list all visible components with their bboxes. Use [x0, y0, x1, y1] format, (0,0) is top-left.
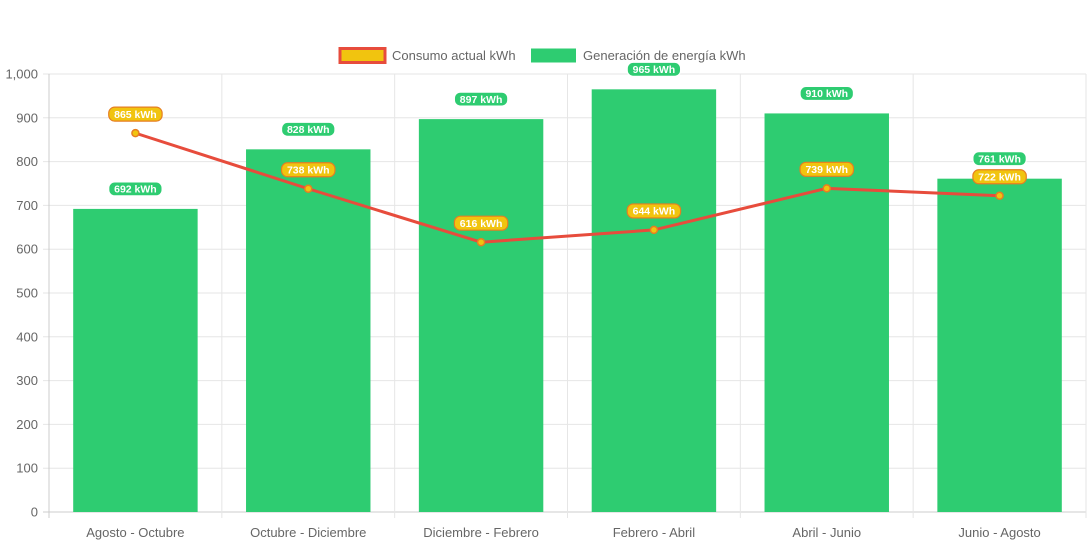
bar[interactable] [246, 149, 371, 512]
line-series [131, 128, 1004, 247]
bar[interactable] [73, 208, 198, 513]
y-tick-label: 300 [16, 373, 38, 388]
y-tick-label: 400 [16, 329, 38, 344]
x-tick-label: Octubre - Diciembre [250, 525, 366, 540]
bar[interactable] [591, 89, 717, 512]
line-value-label: 739 kWh [799, 161, 855, 177]
line-point[interactable] [995, 191, 1004, 201]
y-tick-label: 1,000 [5, 67, 38, 82]
line-value-label-bg [280, 162, 336, 178]
legend-label-generacion: Generación de energía kWh [583, 48, 746, 63]
bar-value-label-text: 828 kWh [287, 124, 330, 136]
bar[interactable] [764, 113, 889, 513]
y-tick-label: 900 [16, 110, 38, 125]
grid [43, 73, 1087, 518]
line-value-label-bg [108, 106, 163, 122]
bar-value-label-text: 761 kWh [978, 153, 1021, 165]
line-value-label: 738 kWh [280, 162, 336, 178]
x-tick-label: Junio - Agosto [958, 525, 1040, 540]
line-point[interactable] [131, 128, 140, 138]
y-tick-label: 100 [16, 461, 38, 476]
bar-value-label-bg [108, 181, 163, 197]
line-value-label: 616 kWh [453, 215, 509, 231]
bar-value-label-text: 965 kWh [633, 64, 676, 76]
bar-value-label-bg [626, 61, 682, 77]
bar-value-label-text: 910 kWh [805, 88, 848, 100]
y-tick-label: 800 [16, 154, 38, 169]
bar-value-label-bg [799, 85, 855, 102]
line-value-label-text: 738 kWh [287, 165, 330, 177]
line-value-label: 722 kWh [972, 169, 1027, 185]
line-path [134, 131, 1000, 244]
bar-series [73, 89, 1062, 513]
legend: Consumo actual kWh Generación de energía… [338, 47, 746, 64]
data-labels: 692 kWh 828 kWh 897 kWh 965 kWh 910 kWh 761 k… [108, 61, 1027, 231]
bar-value-label: 692 kWh [108, 181, 163, 197]
legend-swatch-generacion [531, 48, 576, 63]
y-tick-label: 200 [16, 417, 38, 432]
legend-swatch-consumo [338, 47, 387, 64]
bar[interactable] [418, 119, 544, 512]
x-axis-ticks: Agosto - Octubre Octubre - Diciembre Dicie… [86, 525, 1041, 540]
x-tick-label: Diciembre - Febrero [423, 525, 539, 540]
x-tick-label: Agosto - Octubre [86, 525, 184, 540]
bar-value-label: 828 kWh [280, 121, 336, 137]
line-value-label-text: 616 kWh [460, 218, 503, 230]
y-tick-label: 700 [16, 198, 38, 213]
line-value-label-bg [972, 169, 1027, 185]
line-value-label-bg [453, 215, 509, 231]
y-tick-label: 0 [31, 505, 38, 520]
bar-value-label-bg [453, 91, 509, 107]
bar-value-label-text: 897 kWh [460, 94, 503, 106]
line-value-label-text: 644 kWh [633, 206, 676, 218]
line-point[interactable] [649, 225, 659, 235]
line-value-label: 644 kWh [626, 203, 682, 219]
line-value-label-bg [799, 161, 855, 177]
y-axis-ticks: 0 100 200 300 400 500 600 700 800 900 1,000 [5, 67, 38, 520]
y-tick-label: 600 [16, 242, 38, 257]
bar-value-label: 897 kWh [453, 91, 509, 107]
bar-value-label: 965 kWh [626, 61, 682, 77]
line-value-label-text: 739 kWh [805, 164, 848, 176]
line-value-label-text: 865 kWh [114, 109, 157, 121]
legend-item-generacion[interactable]: Generación de energía kWh [531, 48, 746, 63]
bar-value-label-bg [280, 121, 336, 137]
line-point[interactable] [476, 237, 486, 247]
bar-value-label-bg [972, 151, 1027, 167]
line-value-label: 865 kWh [108, 106, 163, 122]
bar-value-label-text: 692 kWh [114, 184, 157, 196]
bar-value-label: 761 kWh [972, 151, 1027, 167]
line-value-label-text: 722 kWh [978, 172, 1021, 184]
legend-label-consumo: Consumo actual kWh [392, 48, 516, 63]
line-value-label-bg [626, 203, 682, 219]
x-tick-label: Febrero - Abril [613, 525, 695, 540]
y-tick-label: 500 [16, 286, 38, 301]
bar-value-label: 910 kWh [799, 85, 855, 102]
legend-item-consumo[interactable]: Consumo actual kWh [338, 47, 516, 64]
line-point[interactable] [304, 184, 313, 194]
bar[interactable] [937, 178, 1062, 512]
x-tick-label: Abril - Junio [792, 525, 861, 540]
line-point[interactable] [822, 184, 831, 193]
